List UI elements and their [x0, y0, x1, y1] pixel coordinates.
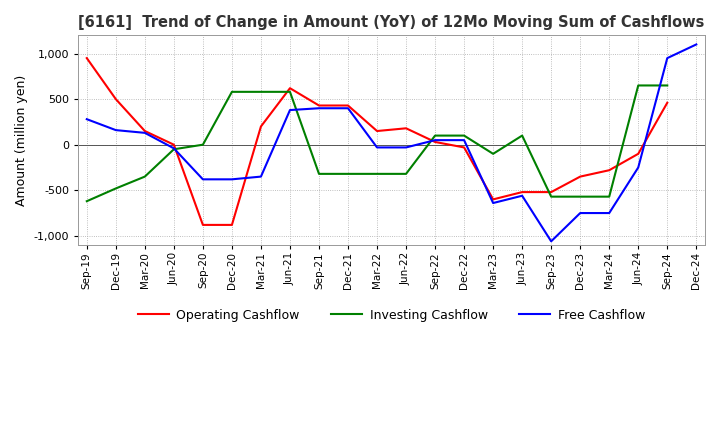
Investing Cashflow [489, 151, 498, 157]
Investing Cashflow [402, 171, 410, 176]
Operating Cashflow [431, 139, 439, 145]
Operating Cashflow [112, 96, 120, 102]
Operating Cashflow [199, 222, 207, 227]
Operating Cashflow [83, 55, 91, 61]
Operating Cashflow [286, 85, 294, 91]
Operating Cashflow [518, 190, 526, 195]
Free Cashflow [489, 200, 498, 205]
Investing Cashflow [343, 171, 352, 176]
Investing Cashflow [547, 194, 556, 199]
Investing Cashflow [460, 133, 469, 138]
Investing Cashflow [605, 194, 613, 199]
Operating Cashflow [634, 151, 642, 157]
Legend: Operating Cashflow, Investing Cashflow, Free Cashflow: Operating Cashflow, Investing Cashflow, … [132, 304, 650, 327]
Free Cashflow [634, 165, 642, 170]
Free Cashflow [199, 177, 207, 182]
Investing Cashflow [518, 133, 526, 138]
Free Cashflow [228, 177, 236, 182]
Investing Cashflow [634, 83, 642, 88]
Title: [6161]  Trend of Change in Amount (YoY) of 12Mo Moving Sum of Cashflows: [6161] Trend of Change in Amount (YoY) o… [78, 15, 705, 30]
Free Cashflow [140, 130, 149, 136]
Investing Cashflow [663, 83, 672, 88]
Investing Cashflow [112, 186, 120, 191]
Operating Cashflow [663, 100, 672, 106]
Operating Cashflow [228, 222, 236, 227]
Free Cashflow [460, 138, 469, 143]
Operating Cashflow [547, 190, 556, 195]
Investing Cashflow [431, 133, 439, 138]
Free Cashflow [605, 210, 613, 216]
Investing Cashflow [199, 142, 207, 147]
Free Cashflow [373, 145, 382, 150]
Investing Cashflow [256, 89, 265, 95]
Operating Cashflow [343, 103, 352, 108]
Operating Cashflow [402, 126, 410, 131]
Free Cashflow [692, 42, 701, 47]
Line: Investing Cashflow: Investing Cashflow [87, 85, 667, 201]
Investing Cashflow [286, 89, 294, 95]
Investing Cashflow [576, 194, 585, 199]
Operating Cashflow [315, 103, 323, 108]
Free Cashflow [343, 106, 352, 111]
Free Cashflow [286, 107, 294, 113]
Investing Cashflow [169, 147, 178, 152]
Free Cashflow [518, 193, 526, 198]
Free Cashflow [315, 106, 323, 111]
Line: Operating Cashflow: Operating Cashflow [87, 58, 667, 225]
Free Cashflow [431, 138, 439, 143]
Investing Cashflow [83, 198, 91, 204]
Operating Cashflow [576, 174, 585, 179]
Operating Cashflow [256, 124, 265, 129]
Y-axis label: Amount (million yen): Amount (million yen) [15, 74, 28, 206]
Free Cashflow [169, 146, 178, 151]
Operating Cashflow [489, 197, 498, 202]
Free Cashflow [83, 117, 91, 122]
Operating Cashflow [460, 145, 469, 150]
Free Cashflow [547, 238, 556, 244]
Free Cashflow [112, 128, 120, 133]
Operating Cashflow [140, 128, 149, 134]
Line: Free Cashflow: Free Cashflow [87, 44, 696, 241]
Free Cashflow [663, 55, 672, 61]
Free Cashflow [576, 210, 585, 216]
Investing Cashflow [140, 174, 149, 179]
Free Cashflow [256, 174, 265, 179]
Investing Cashflow [315, 171, 323, 176]
Operating Cashflow [373, 128, 382, 134]
Free Cashflow [402, 145, 410, 150]
Operating Cashflow [605, 168, 613, 173]
Operating Cashflow [169, 142, 178, 147]
Investing Cashflow [228, 89, 236, 95]
Investing Cashflow [373, 171, 382, 176]
